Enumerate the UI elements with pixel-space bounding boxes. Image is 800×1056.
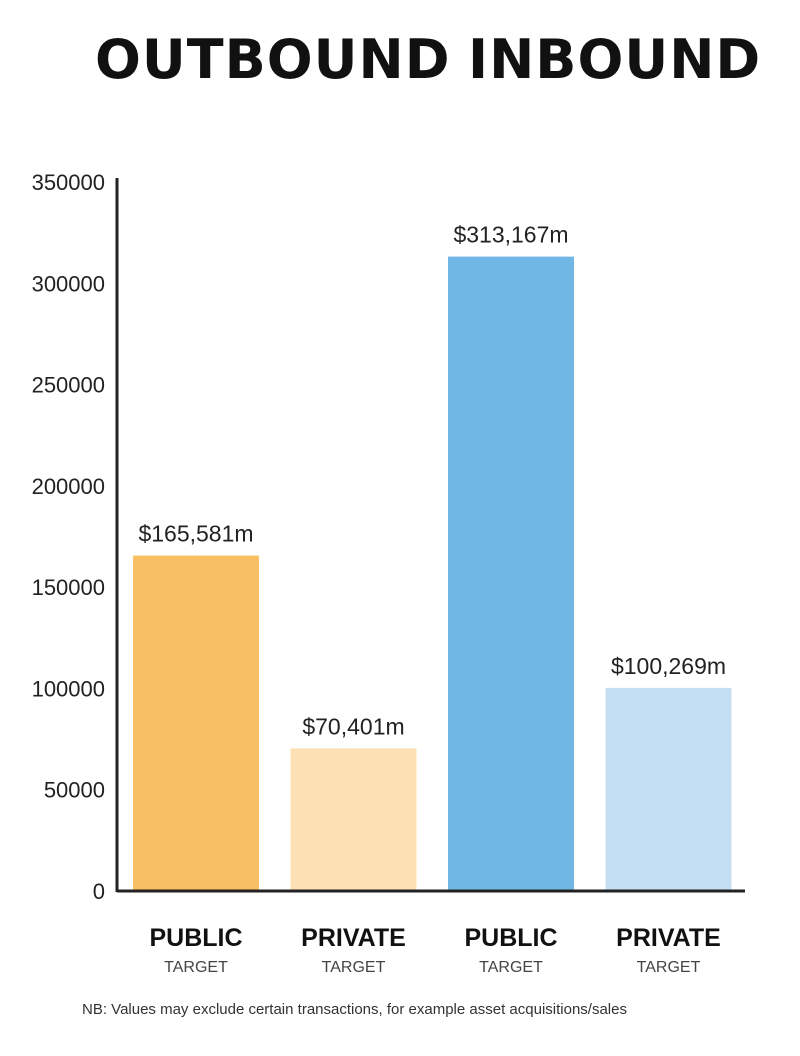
bars: $165,581m PUBLIC TARGET $70,401m PRIVATE TARG…: [133, 222, 732, 976]
y-tick-label: 300000: [32, 271, 105, 296]
y-tick-label: 0: [93, 879, 105, 904]
y-tick-label: 350000: [32, 170, 105, 195]
bar-value-label: $165,581m: [138, 521, 253, 547]
y-tick-label: 200000: [32, 474, 105, 499]
y-tick-label: 50000: [44, 778, 105, 803]
bar: [290, 748, 417, 891]
outbound-heading: OUTBOUND: [95, 28, 451, 91]
bar: [133, 555, 259, 891]
bar-chart: 0 50000 100000 150000 200000 250000 300000 3500…: [32, 170, 745, 976]
bar: [448, 256, 574, 891]
y-tick-label: 100000: [32, 676, 105, 701]
x-category-label: PUBLIC: [464, 924, 557, 952]
y-tick-label: 150000: [32, 575, 105, 600]
footnote: NB: Values may exclude certain transacti…: [82, 1001, 627, 1018]
x-category-sublabel: TARGET: [322, 959, 386, 976]
bar-value-label: $70,401m: [302, 713, 404, 739]
bar: [605, 687, 732, 891]
inbound-heading: INBOUND: [468, 28, 762, 91]
y-tick-label: 250000: [32, 373, 105, 398]
x-category-label: PRIVATE: [301, 924, 406, 952]
x-category-sublabel: TARGET: [164, 959, 228, 976]
x-category-label: PRIVATE: [616, 924, 721, 952]
x-category-sublabel: TARGET: [637, 959, 701, 976]
x-category-label: PUBLIC: [149, 924, 242, 952]
bar-value-label: $100,269m: [611, 653, 726, 679]
bar-value-label: $313,167m: [453, 222, 568, 248]
x-category-sublabel: TARGET: [479, 959, 543, 976]
y-axis-ticks: 0 50000 100000 150000 200000 250000 300000 3500…: [32, 170, 105, 904]
